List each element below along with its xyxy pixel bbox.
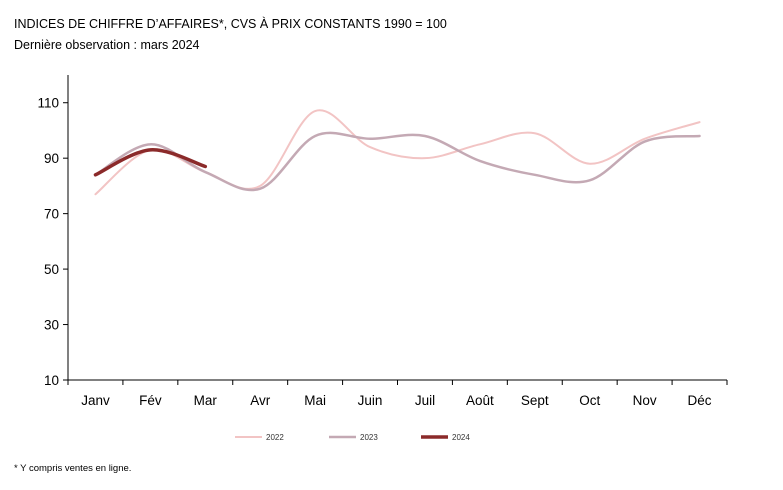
y-tick-label: 10 [44,373,59,388]
x-tick-label: Avr [250,393,271,408]
x-tick-label: Sept [521,393,549,408]
y-tick-label: 110 [37,96,59,111]
x-tick-label: Janv [81,393,110,408]
chart-subtitle: Dernière observation : mars 2024 [14,38,200,52]
legend-label-2022: 2022 [266,433,284,442]
legend-label-2023: 2023 [360,433,378,442]
series-line-2022 [94,109,701,196]
chart-title: INDICES DE CHIFFRE D’AFFAIRES*, CVS À PR… [14,17,447,31]
y-tick-label: 50 [44,262,59,277]
series-line-2023 [94,131,701,192]
footnote: * Y compris ventes en ligne. [14,463,132,474]
x-tick-label: Juin [358,393,383,408]
x-tick-label: Mai [304,393,326,408]
y-tick-label: 70 [44,207,59,222]
legend-label-2024: 2024 [452,433,470,442]
x-tick-label: Juil [415,393,435,408]
chart-title-block: INDICES DE CHIFFRE D’AFFAIRES*, CVS À PR… [14,14,447,56]
x-tick-label: Nov [633,393,657,408]
x-tick-label: Août [466,393,494,408]
y-tick-label: 30 [44,318,59,333]
x-tick-label: Mar [194,393,218,408]
x-tick-label: Oct [579,393,600,408]
series-line-2024 [93,148,208,177]
y-tick-label: 90 [44,151,59,166]
x-tick-label: Fév [139,393,162,408]
x-tick-label: Déc [688,393,712,408]
